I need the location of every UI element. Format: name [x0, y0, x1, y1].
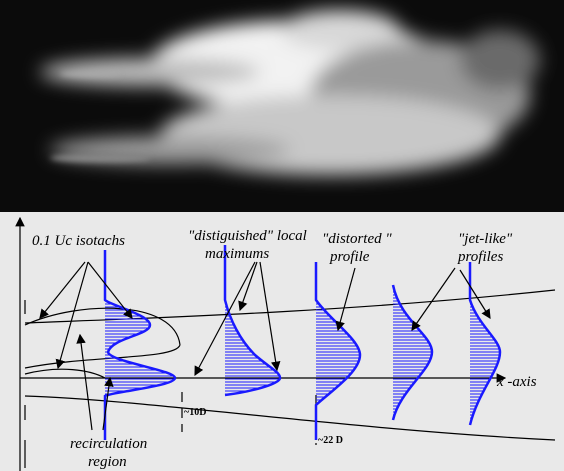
recirculation-label: region	[88, 454, 127, 470]
x-axis-label: x -axis	[496, 374, 537, 390]
flame-photo	[0, 0, 564, 212]
recirculation-label: recirculation	[70, 436, 147, 452]
jet-like-label: profiles	[457, 249, 503, 265]
maxima-label: "distiguished" local	[188, 228, 307, 244]
page: 0.1 Uc isotachs "distiguished" local max…	[0, 0, 564, 471]
distorted-label: "distorted "	[322, 231, 392, 247]
marker-10d: ~10D	[184, 407, 206, 418]
jet-like-label: "jet-like"	[458, 231, 513, 247]
marker-22d: ~22 D	[318, 435, 343, 446]
distorted-label: profile	[329, 249, 370, 265]
maxima-label: maximums	[205, 246, 269, 262]
isotachs-label: 0.1 Uc isotachs	[32, 233, 125, 249]
